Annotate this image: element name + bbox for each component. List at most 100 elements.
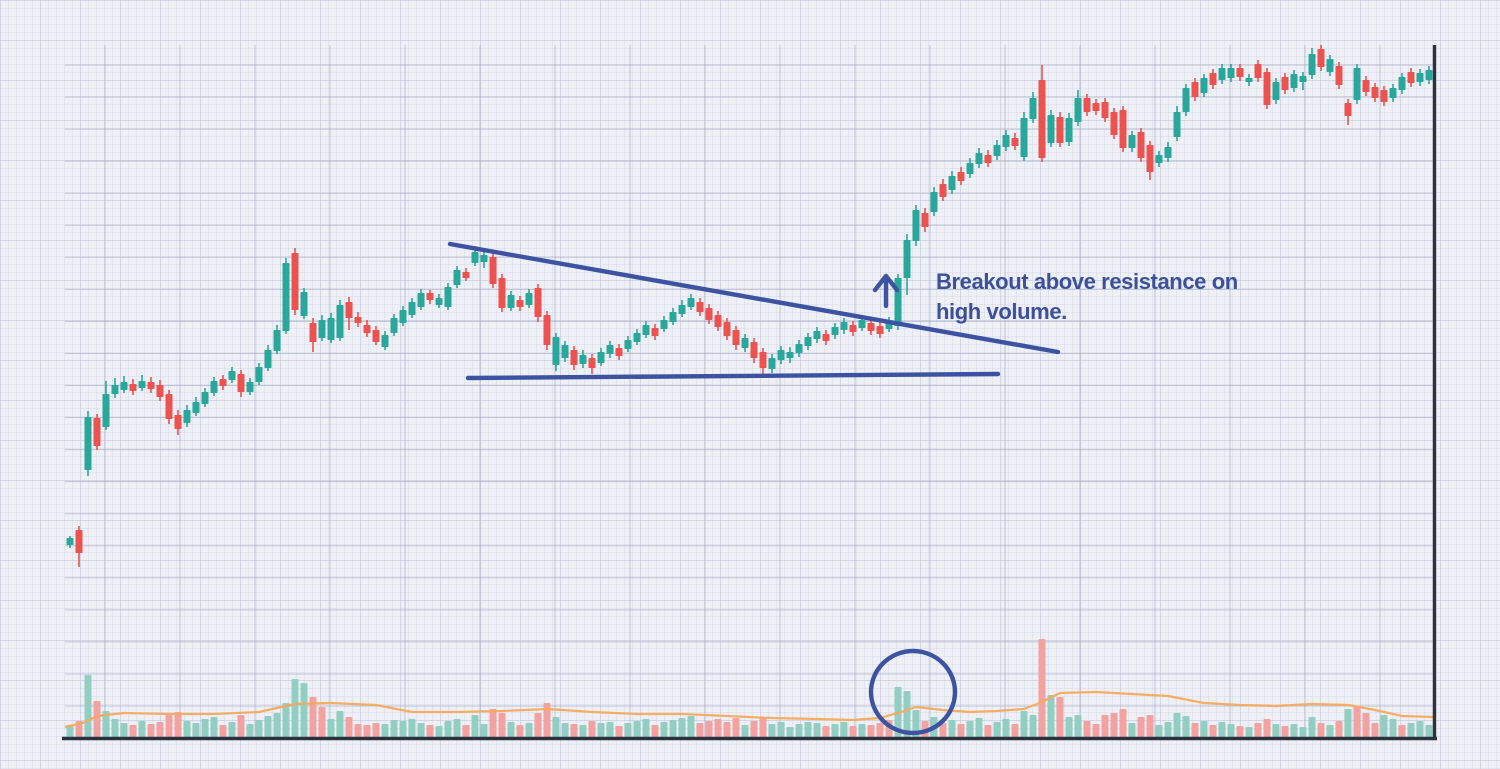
candle-body [1110, 112, 1118, 135]
candle-body [777, 350, 785, 360]
volume-bar [543, 703, 551, 737]
candle-body [1380, 90, 1388, 102]
candle-body [525, 293, 533, 305]
candle-body [372, 330, 380, 342]
volume-bar [1290, 724, 1298, 737]
candle-body [1155, 155, 1163, 163]
volume-bar [813, 723, 821, 737]
volume-bar [1317, 723, 1325, 737]
candle-body [1353, 68, 1361, 100]
volume-bar [804, 722, 812, 737]
candle-body [984, 155, 992, 163]
candle-body [336, 305, 344, 338]
candle-body [966, 163, 974, 174]
candle-body [1326, 59, 1334, 72]
volume-bar [1128, 723, 1136, 737]
candle-body [543, 315, 551, 345]
candle-body [264, 350, 272, 368]
volume-bar [1110, 713, 1118, 737]
candle-body [453, 270, 461, 285]
volume-bar [444, 721, 452, 737]
candle-body [174, 415, 182, 429]
volume-bar [111, 719, 119, 737]
candle-body [1101, 102, 1109, 118]
candle-body [1335, 66, 1343, 85]
candle-body [291, 253, 299, 310]
volume-bar [453, 719, 461, 737]
candle-body [327, 318, 335, 340]
volume-bar [1335, 721, 1343, 737]
candle-body [210, 381, 218, 393]
volume-bar [1164, 722, 1172, 737]
candle-body [111, 385, 119, 394]
candle-body [246, 382, 254, 392]
candle-body [570, 350, 578, 365]
volume-bar [237, 715, 245, 737]
candle-body [831, 327, 839, 335]
volume-bar [1047, 695, 1055, 737]
volume-bar [1245, 727, 1253, 737]
volume-bar [1353, 707, 1361, 737]
candle-body [687, 298, 695, 307]
up-arrow-icon [872, 273, 900, 309]
volume-bar [1227, 724, 1235, 737]
volume-bar [957, 724, 965, 737]
candle-body [840, 322, 848, 330]
candle-body [597, 352, 605, 363]
volume-bar [156, 722, 164, 737]
volume-bar [633, 721, 641, 737]
volume-bar [1002, 719, 1010, 737]
candle-body [1002, 135, 1010, 147]
volume-bar [381, 724, 389, 737]
volume-bar [948, 720, 956, 737]
candle-body [939, 184, 947, 197]
candle-body [1173, 112, 1181, 137]
candle-body [282, 263, 290, 331]
volume-bar [912, 710, 920, 737]
volume-bar [1038, 639, 1046, 737]
volume-bar [579, 725, 587, 737]
candle-body [1182, 88, 1190, 112]
volume-bar [1371, 723, 1379, 737]
volume-bar [822, 726, 830, 737]
volume-bar [408, 719, 416, 737]
candle-body [633, 333, 641, 342]
volume-bar [1173, 713, 1181, 737]
axes-layer [62, 45, 1437, 741]
volume-bar [1326, 725, 1334, 737]
candle-body [714, 315, 722, 327]
candle-body [651, 328, 659, 336]
volume-bar [363, 725, 371, 737]
candle-body [480, 255, 488, 262]
volume-bar [1389, 719, 1397, 737]
candle-body [516, 300, 524, 307]
candle-body [390, 318, 398, 333]
volume-bar [273, 713, 281, 737]
candle-body [1074, 98, 1082, 122]
volume-bar [138, 721, 146, 737]
gridlines-layer [65, 45, 1434, 739]
volume-bar [534, 713, 542, 737]
volume-bar [840, 722, 848, 737]
volume-bar [201, 719, 209, 737]
support-trendline [465, 371, 1001, 381]
candle-body [615, 348, 623, 356]
candle-body [1047, 115, 1055, 143]
candle-body [345, 302, 353, 318]
candle-body [417, 293, 425, 307]
volume-bar [696, 723, 704, 737]
volume-bar [678, 718, 686, 737]
volume-bar [1344, 709, 1352, 737]
candle-body [822, 334, 830, 341]
candle-body [102, 394, 110, 427]
volume-bar [705, 721, 713, 737]
candle-body [1317, 49, 1325, 67]
candle-body [1092, 103, 1100, 111]
candles-layer [66, 45, 1433, 567]
candle-body [1236, 68, 1244, 77]
candle-body [867, 323, 875, 331]
candle-body [1227, 68, 1235, 78]
candle-body [1011, 138, 1019, 146]
volume-highlight-circle [868, 648, 958, 736]
volume-bar [516, 725, 524, 737]
